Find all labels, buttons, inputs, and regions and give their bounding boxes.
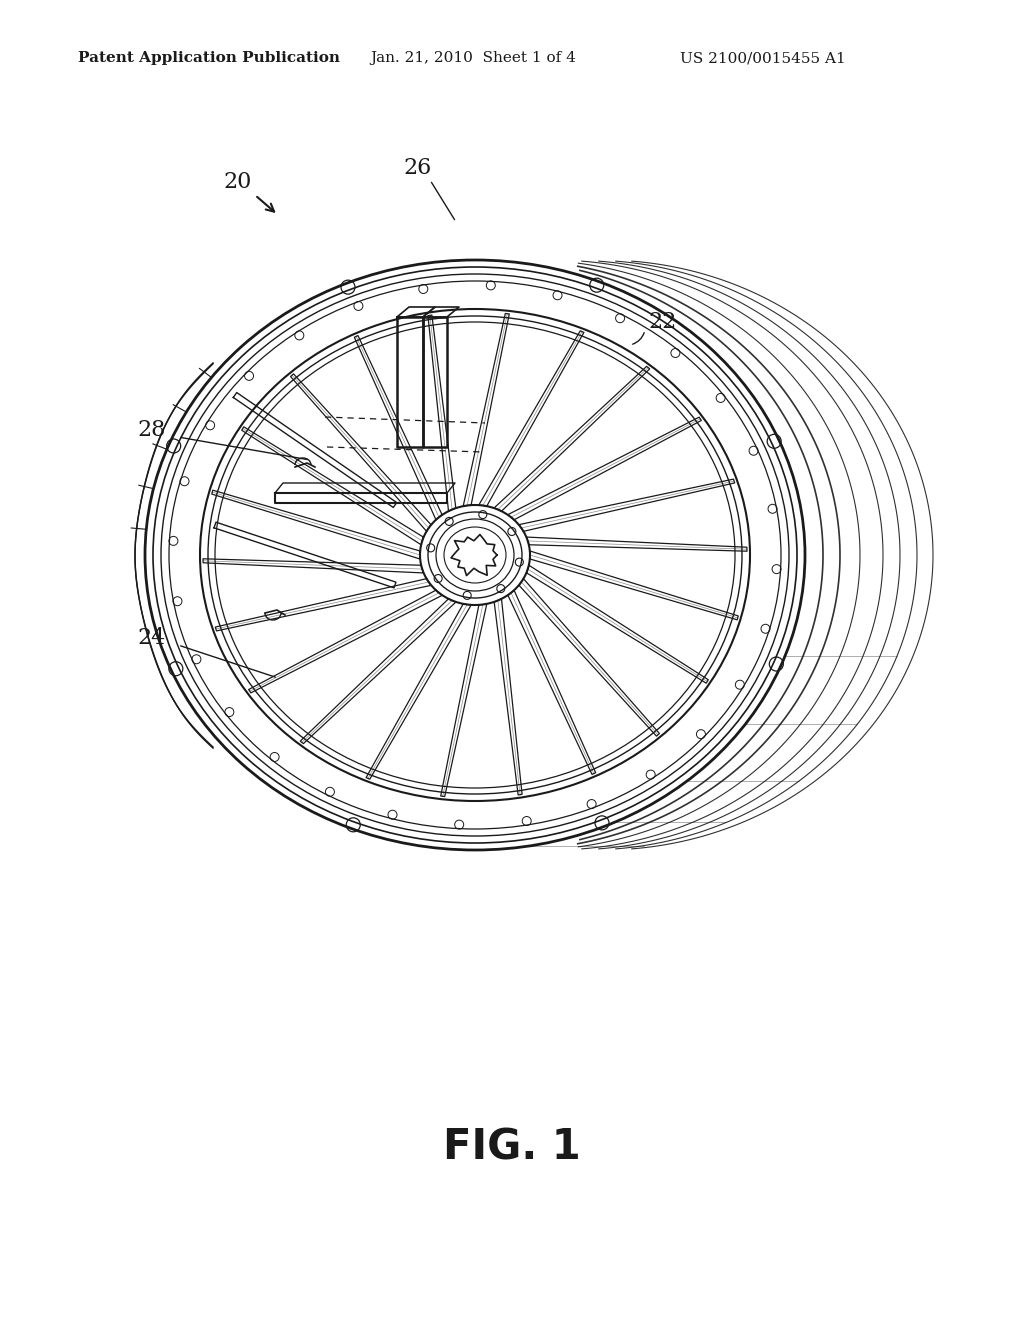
Text: 28: 28 — [138, 418, 166, 441]
Text: US 2100/0015455 A1: US 2100/0015455 A1 — [680, 51, 846, 65]
Text: 24: 24 — [138, 627, 166, 649]
Text: 22: 22 — [648, 312, 676, 333]
Text: 26: 26 — [403, 157, 432, 180]
Text: 20: 20 — [224, 172, 252, 193]
Text: FIG. 1: FIG. 1 — [443, 1127, 581, 1170]
Text: Patent Application Publication: Patent Application Publication — [78, 51, 340, 65]
Text: Jan. 21, 2010  Sheet 1 of 4: Jan. 21, 2010 Sheet 1 of 4 — [370, 51, 575, 65]
